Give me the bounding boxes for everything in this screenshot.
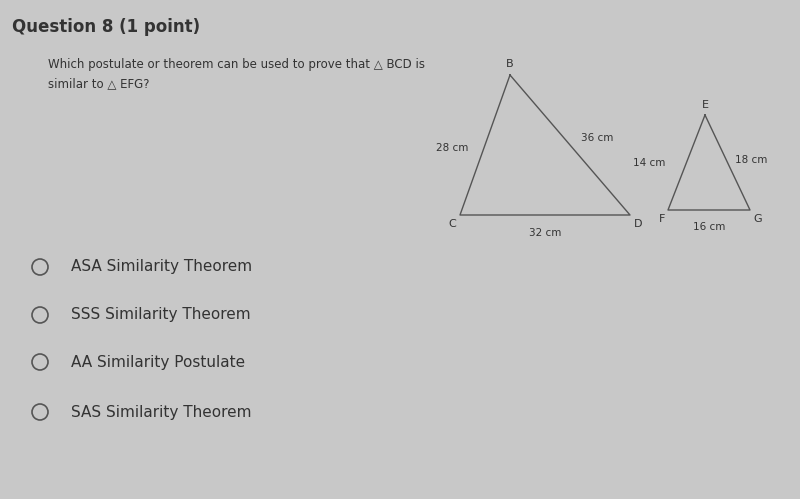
Text: SSS Similarity Theorem: SSS Similarity Theorem — [71, 307, 250, 322]
Text: C: C — [448, 219, 456, 229]
Text: F: F — [658, 214, 665, 224]
Text: 14 cm: 14 cm — [633, 158, 665, 168]
Text: 16 cm: 16 cm — [693, 222, 725, 232]
Text: SAS Similarity Theorem: SAS Similarity Theorem — [71, 405, 251, 420]
Text: 18 cm: 18 cm — [735, 155, 767, 165]
Text: 36 cm: 36 cm — [581, 133, 614, 143]
Text: Which postulate or theorem can be used to prove that △ BCD is
similar to △ EFG?: Which postulate or theorem can be used t… — [48, 58, 425, 90]
Text: D: D — [634, 219, 642, 229]
Text: ASA Similarity Theorem: ASA Similarity Theorem — [71, 259, 252, 274]
Text: B: B — [506, 59, 514, 69]
Text: 28 cm: 28 cm — [436, 143, 468, 153]
Text: Question 8 (1 point): Question 8 (1 point) — [12, 18, 200, 36]
Text: E: E — [702, 100, 709, 110]
Text: AA Similarity Postulate: AA Similarity Postulate — [71, 354, 245, 369]
Text: G: G — [753, 214, 762, 224]
Text: 32 cm: 32 cm — [529, 228, 561, 238]
